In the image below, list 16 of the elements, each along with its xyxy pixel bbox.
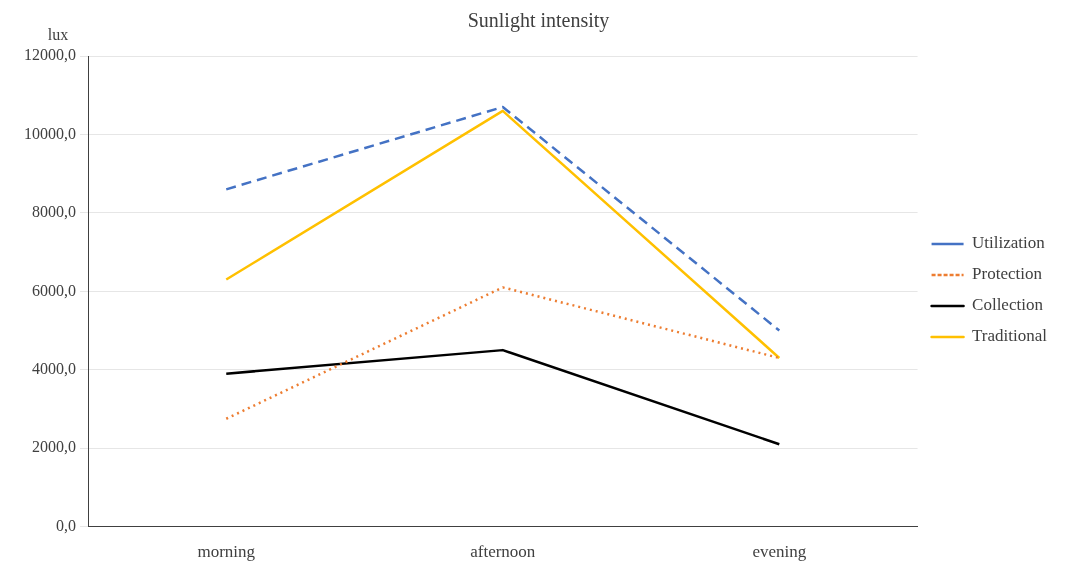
chart-title: Sunlight intensity	[467, 9, 610, 33]
legend-label: Traditional	[972, 326, 1048, 346]
y-tick-label: 8000,0	[32, 203, 76, 221]
x-tick-label: afternoon	[470, 542, 536, 562]
x-tick-label: morning	[197, 542, 256, 562]
y-tick-label: 6000,0	[32, 281, 76, 299]
legend-label: Utilization	[972, 233, 1046, 253]
x-tick-label: evening	[752, 542, 807, 562]
y-tick-label: 0,0	[56, 516, 76, 534]
y-axis-title: lux	[47, 26, 69, 44]
y-tick-label: 4000,0	[32, 359, 76, 377]
y-tick-label: 10000,0	[24, 124, 76, 142]
legend-label: Collection	[972, 295, 1044, 315]
y-tick-label: 12000,0	[24, 46, 76, 64]
legend-label: Protection	[972, 264, 1043, 284]
y-tick-label: 2000,0	[32, 438, 76, 456]
